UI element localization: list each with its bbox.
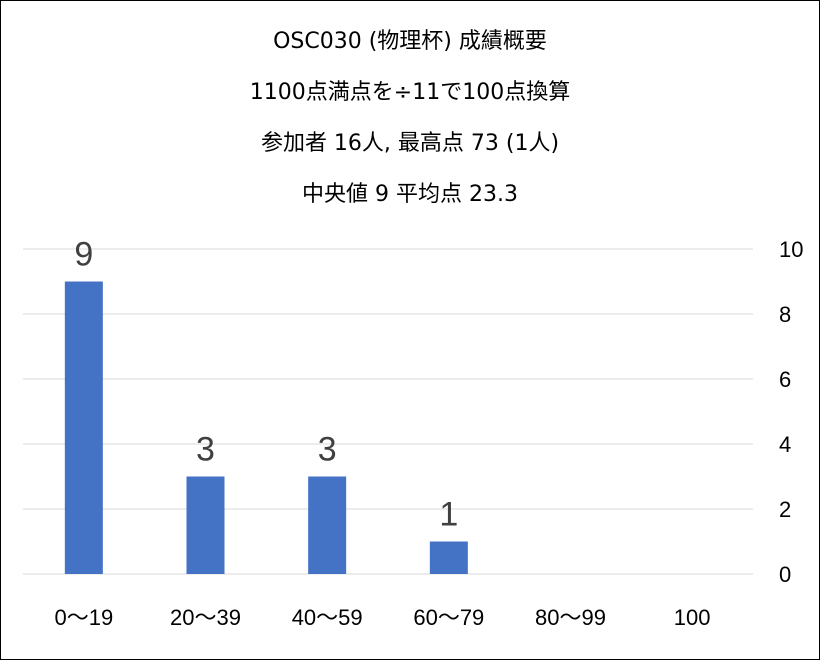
chart-title-line-1: OSC030 (物理杯) 成績概要	[273, 29, 547, 54]
y-tick-label: 8	[779, 302, 791, 327]
bar	[308, 476, 347, 574]
data-label: 3	[196, 431, 215, 469]
y-tick-label: 6	[779, 367, 791, 392]
bar	[429, 541, 468, 574]
bar	[64, 281, 103, 574]
x-tick-label: 20～39	[170, 605, 241, 630]
y-tick-label: 2	[779, 497, 791, 522]
y-tick-label: 0	[779, 562, 791, 587]
x-tick-label: 0～19	[54, 605, 113, 630]
y-tick-label: 10	[779, 237, 803, 262]
x-tick-label: 40～59	[292, 605, 363, 630]
chart-title-line-2: 1100点満点を÷11で100点換算	[249, 80, 571, 105]
x-tick-label: 80～99	[535, 605, 606, 630]
x-tick-label: 60～79	[413, 605, 484, 630]
data-label: 1	[439, 496, 458, 534]
data-label: 9	[74, 236, 93, 274]
chart-title-line-4: 中央値 9 平均点 23.3	[302, 182, 518, 207]
data-label: 3	[318, 431, 337, 469]
x-tick-label: 100	[674, 605, 711, 630]
bar	[186, 476, 225, 574]
y-tick-label: 4	[779, 432, 791, 457]
chart-title-line-3: 参加者 16人, 最高点 73 (1人)	[260, 131, 560, 156]
